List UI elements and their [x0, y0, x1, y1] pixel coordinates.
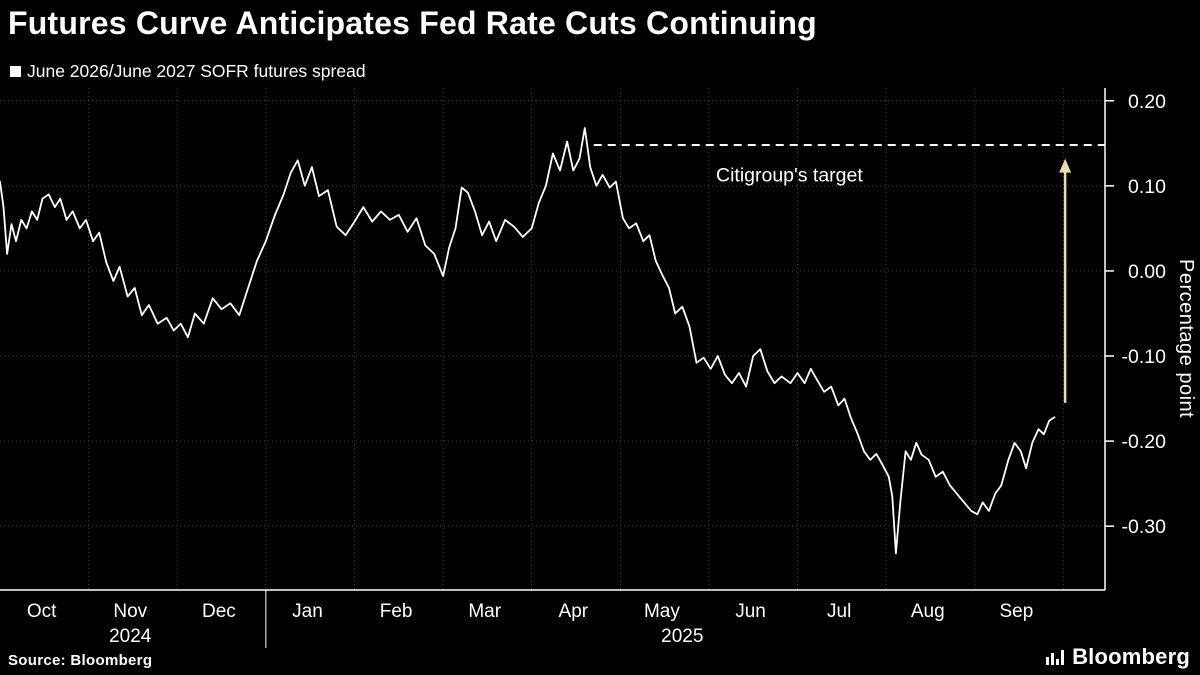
x-tick-label: Nov — [113, 601, 147, 622]
chart-title: Futures Curve Anticipates Fed Rate Cuts … — [8, 5, 817, 41]
y-tick-label: 0.10 — [1128, 176, 1166, 198]
x-tick-label: Feb — [380, 601, 413, 622]
x-tick-label: Dec — [202, 601, 236, 622]
up-arrow-head — [1059, 158, 1072, 173]
source-note: Source: Bloomberg — [8, 652, 153, 669]
x-tick-label: Aug — [911, 601, 945, 622]
x-tick-label: Jan — [292, 601, 323, 622]
x-tick-label: Sep — [999, 601, 1033, 622]
y-tick-label: -0.20 — [1122, 431, 1167, 453]
x-tick-label: Jul — [827, 601, 851, 622]
x-tick-label: May — [644, 601, 680, 622]
y-tick-label: 0.00 — [1128, 261, 1166, 283]
x-tick-label: Oct — [27, 601, 57, 622]
y-axis-title: Percentage point — [1175, 259, 1197, 419]
x-tick-label: Apr — [559, 601, 589, 622]
x-tick-label: Jun — [735, 601, 766, 622]
series-line — [0, 127, 1056, 555]
year-label: 2025 — [661, 626, 703, 647]
bloomberg-logo-text: Bloomberg — [1072, 644, 1190, 669]
bloomberg-logo: Bloomberg — [1045, 644, 1190, 670]
x-tick-label: Mar — [468, 601, 501, 622]
y-tick-label: -0.10 — [1122, 346, 1167, 368]
y-tick-label: -0.30 — [1122, 516, 1167, 538]
y-tick-label: 0.20 — [1128, 91, 1166, 113]
year-label: 2024 — [109, 626, 152, 647]
legend: June 2026/June 2027 SOFR futures spread — [10, 61, 366, 82]
legend-marker-icon — [10, 66, 21, 77]
legend-label: June 2026/June 2027 SOFR futures spread — [27, 61, 366, 81]
bloomberg-logo-icon — [1046, 650, 1065, 665]
citigroup-target-label: Citigroup's target — [716, 165, 863, 187]
